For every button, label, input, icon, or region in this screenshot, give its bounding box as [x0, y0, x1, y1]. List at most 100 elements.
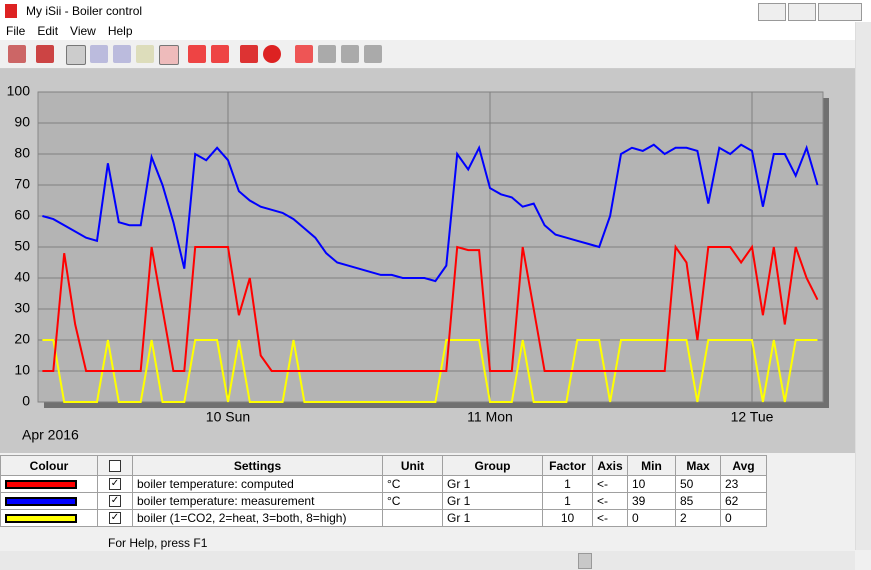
checkbox-header — [97, 455, 133, 476]
checkbox[interactable]: ✓ — [109, 512, 121, 524]
cell-avg: 23 — [720, 475, 767, 493]
series-line — [42, 244, 819, 372]
cell-group: Gr 1 — [442, 509, 543, 527]
column-header: Group — [442, 455, 543, 476]
y-tick-label: 100 — [7, 83, 31, 99]
column-header: Colour — [0, 455, 98, 476]
colour-swatch — [5, 479, 77, 489]
y-tick-label: 30 — [14, 300, 30, 316]
table-header: Colour Settings Unit Group Factor Axis Min Max A… — [0, 455, 767, 476]
column-header: Axis — [592, 455, 628, 476]
checkbox-cell: ✓ — [97, 475, 133, 493]
restore-button[interactable] — [788, 3, 816, 21]
menu-bar: File Edit View Help — [0, 22, 855, 40]
checkbox[interactable]: ✓ — [109, 495, 121, 507]
series-table: Colour Settings Unit Group Factor Axis Min Max A… — [0, 455, 767, 527]
colour-cell — [0, 475, 98, 493]
cell-avg: 0 — [720, 509, 767, 527]
toolbar-button[interactable] — [159, 45, 179, 65]
cell-min: 0 — [627, 509, 676, 527]
column-header: Settings — [132, 455, 383, 476]
horizontal-scrollbar[interactable] — [0, 551, 855, 570]
cell-group: Gr 1 — [442, 492, 543, 510]
cell-axis: <- — [592, 475, 628, 493]
column-header: Unit — [382, 455, 443, 476]
status-text: For Help, press F1 — [108, 536, 208, 550]
cell-factor: 10 — [542, 509, 593, 527]
series-name: boiler (1=CO2, 2=heat, 3=both, 8=high) — [132, 509, 383, 527]
table-row: ✓ boiler (1=CO2, 2=heat, 3=both, 8=high) G… — [0, 509, 767, 527]
scroll-thumb[interactable] — [578, 553, 592, 569]
y-tick-label: 0 — [22, 393, 30, 409]
cell-axis: <- — [592, 492, 628, 510]
toolbar-button[interactable] — [188, 45, 206, 63]
y-tick-label: 40 — [14, 269, 30, 285]
cell-min: 10 — [627, 475, 676, 493]
y-tick-label: 50 — [14, 238, 30, 254]
colour-cell — [0, 509, 98, 527]
vertical-scrollbar[interactable] — [855, 22, 871, 550]
status-bar: For Help, press F1 — [0, 535, 855, 551]
window-title: My iSii - Boiler control — [26, 4, 143, 18]
cell-unit: °C — [382, 475, 443, 493]
column-header: Max — [675, 455, 721, 476]
cell-max: 85 — [675, 492, 721, 510]
title-bar: My iSii - Boiler control — [0, 0, 871, 22]
toolbar-button[interactable] — [8, 45, 26, 63]
minimize-button[interactable] — [758, 3, 786, 21]
app-icon — [5, 4, 17, 18]
toolbar-button[interactable] — [295, 45, 313, 63]
menu-item[interactable]: File — [6, 24, 26, 38]
x-axis-label: Apr 2016 — [22, 427, 79, 443]
series-name: boiler temperature: computed — [132, 475, 383, 493]
y-tick-label: 20 — [14, 331, 30, 347]
toolbar-button[interactable] — [240, 45, 258, 63]
cell-avg: 62 — [720, 492, 767, 510]
cell-unit: °C — [382, 492, 443, 510]
toolbar — [0, 40, 855, 69]
column-header: Factor — [542, 455, 593, 476]
toolbar-button[interactable] — [341, 45, 359, 63]
toolbar-button[interactable] — [211, 45, 229, 63]
cell-group: Gr 1 — [442, 475, 543, 493]
menu-item[interactable]: View — [70, 24, 96, 38]
colour-swatch — [5, 496, 77, 506]
cell-axis: <- — [592, 509, 628, 527]
cell-factor: 1 — [542, 475, 593, 493]
column-header: Avg — [720, 455, 767, 476]
x-tick-label: 11 Mon — [467, 409, 513, 425]
series-name: boiler temperature: measurement — [132, 492, 383, 510]
cell-max: 2 — [675, 509, 721, 527]
toolbar-button[interactable] — [66, 45, 86, 65]
menu-item[interactable]: Help — [107, 24, 133, 38]
checkbox-cell: ✓ — [97, 509, 133, 527]
chart: Apr 2016 0 10 20 30 40 50 60 70 80 90 100 10 Sun 11 … — [0, 69, 855, 453]
cell-min: 39 — [627, 492, 676, 510]
toolbar-button[interactable] — [364, 45, 382, 63]
close-button[interactable] — [818, 3, 862, 21]
series-line — [42, 143, 819, 283]
table-row: ✓ boiler temperature: measurement °C Gr 1 1 <… — [0, 492, 767, 510]
y-tick-label: 10 — [14, 362, 30, 378]
cell-factor: 1 — [542, 492, 593, 510]
checkbox[interactable] — [109, 459, 121, 472]
toolbar-button[interactable] — [263, 45, 281, 63]
y-tick-label: 70 — [14, 176, 30, 192]
table-row: ✓ boiler temperature: computed °C Gr 1 1 <- 10… — [0, 475, 767, 493]
menu-item[interactable]: Edit — [37, 24, 59, 38]
colour-swatch — [5, 513, 77, 523]
y-tick-label: 60 — [14, 207, 30, 223]
x-tick-label: 10 Sun — [206, 409, 250, 425]
toolbar-button[interactable] — [113, 45, 131, 63]
toolbar-button[interactable] — [136, 45, 154, 63]
toolbar-button[interactable] — [318, 45, 336, 63]
toolbar-button[interactable] — [36, 45, 54, 63]
series-line — [42, 339, 818, 403]
column-header: Min — [627, 455, 676, 476]
x-tick-label: 12 Tue — [731, 409, 774, 425]
colour-cell — [0, 492, 98, 510]
toolbar-button[interactable] — [90, 45, 108, 63]
checkbox-cell: ✓ — [97, 492, 133, 510]
checkbox[interactable]: ✓ — [109, 478, 121, 490]
